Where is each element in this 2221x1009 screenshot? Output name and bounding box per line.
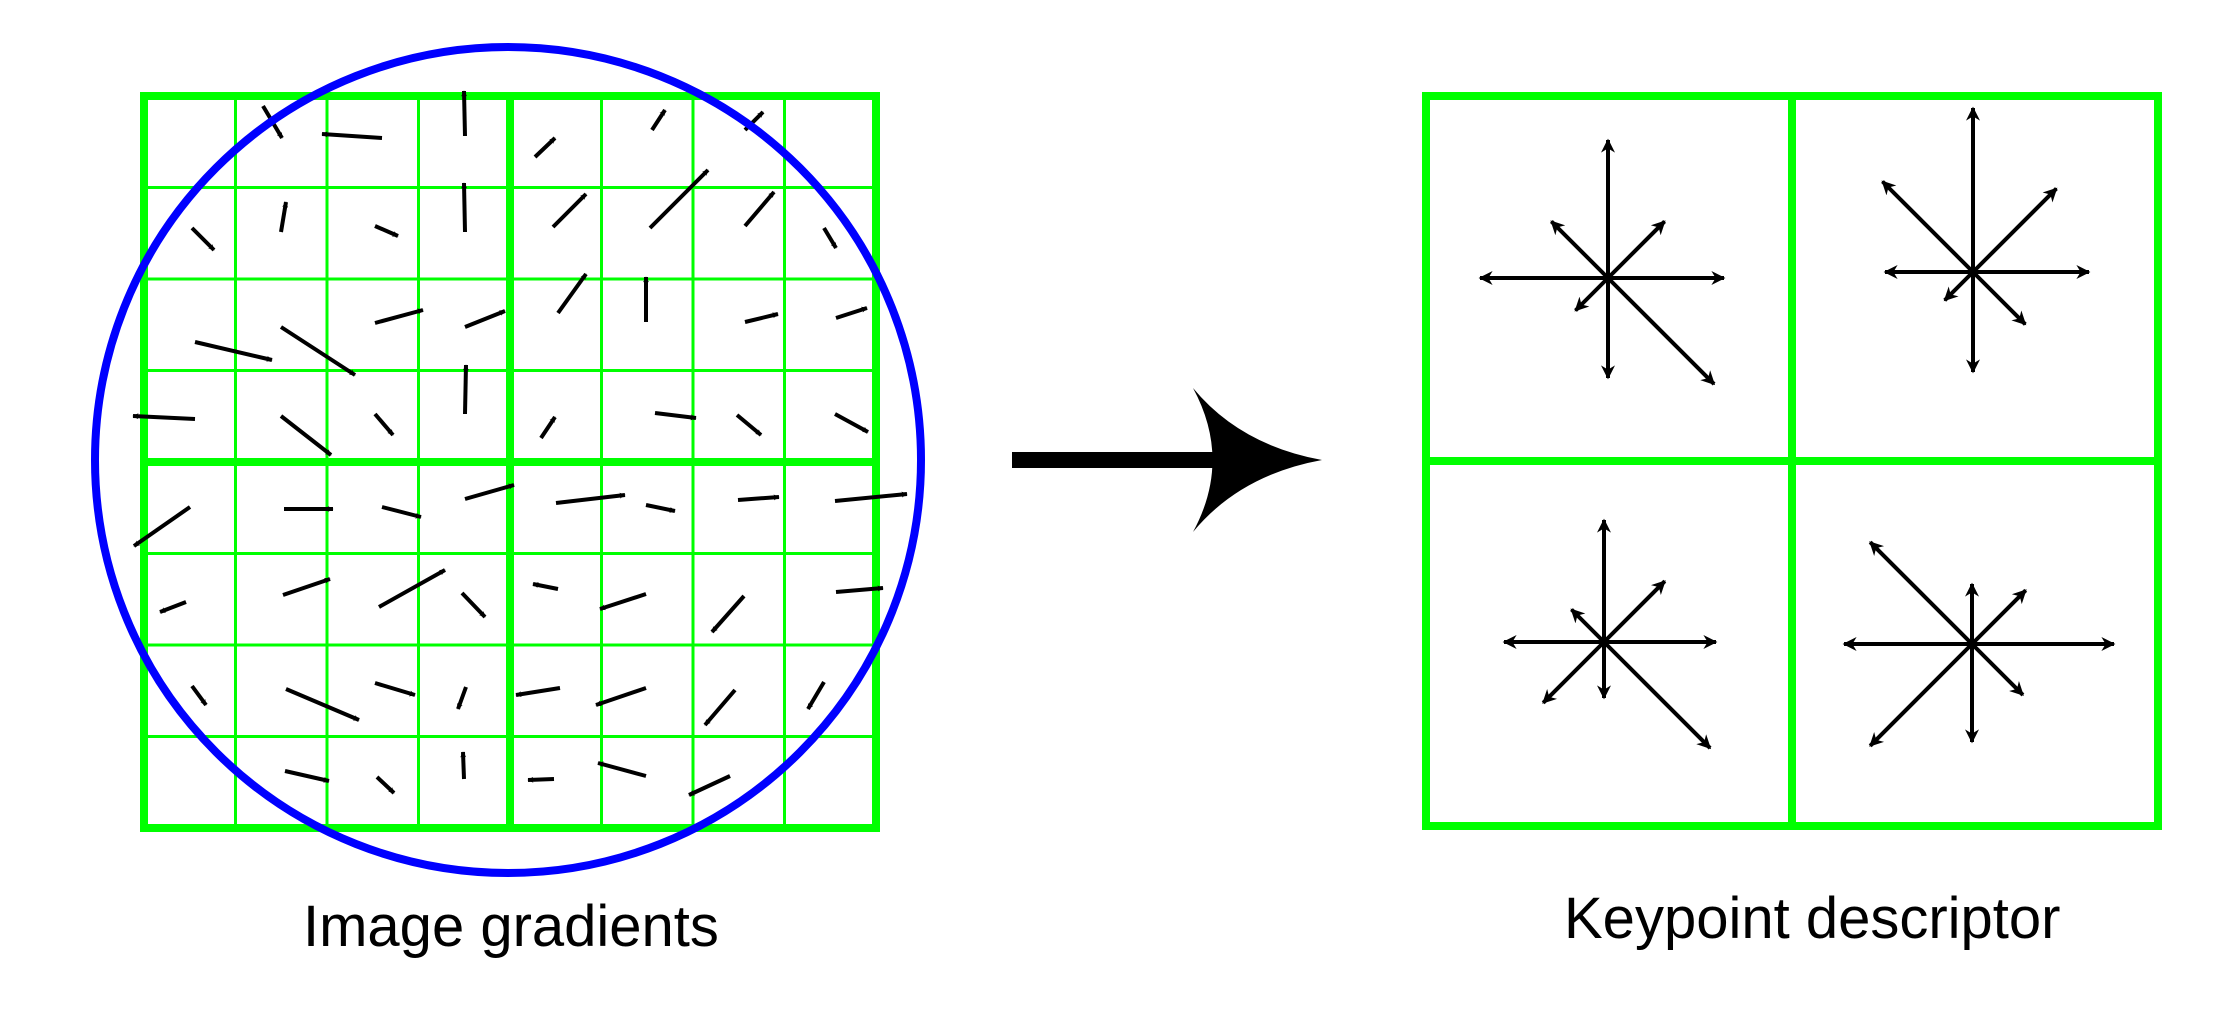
orientation-histogram — [1478, 138, 1726, 386]
gradient-arrow — [532, 582, 559, 591]
gradient-arrow — [556, 272, 588, 315]
histogram-bin-arrow — [1549, 219, 1610, 280]
histogram-bin-arrow — [1570, 608, 1606, 644]
gaussian-window-circle — [91, 43, 925, 877]
gradient-arrow — [461, 90, 468, 137]
gradient-arrow — [597, 761, 647, 778]
gradient-arrow — [374, 224, 399, 238]
gradient-arrow — [378, 568, 446, 609]
gradient-arrow — [599, 592, 647, 611]
gradient-arrow — [533, 136, 557, 159]
gradient-arrow — [710, 594, 746, 634]
orientation-histogram — [1502, 518, 1718, 750]
histogram-bin-arrow — [1971, 187, 2058, 274]
gradient-arrow — [279, 414, 333, 457]
orientation-histogram — [1842, 540, 2116, 748]
gradient-arrow — [284, 769, 330, 783]
gradient-arrow — [285, 687, 360, 722]
histogram-bin-arrow — [1541, 640, 1606, 705]
gradient-arrow — [806, 680, 826, 711]
histogram-bin-arrow — [1971, 270, 2027, 326]
gradient-arrow — [650, 108, 667, 132]
gradient-arrow — [381, 505, 422, 519]
gradient-arrow — [373, 412, 395, 437]
gradient-arrow — [374, 308, 424, 325]
gradient-arrow — [822, 226, 838, 250]
gradient-arrow — [461, 182, 468, 233]
gradient-arrow — [279, 325, 357, 377]
gradient-arrows — [132, 90, 908, 797]
gradient-arrow — [648, 168, 710, 230]
histogram-bin-arrow — [1970, 642, 2025, 697]
gradient-arrow — [190, 684, 208, 707]
gradient-arrow — [515, 686, 561, 698]
histogram-bin-arrow — [1868, 642, 1974, 748]
gradient-arrow — [555, 492, 626, 505]
gradient-arrow — [456, 686, 468, 710]
gradient-arrow — [744, 312, 779, 324]
descriptor-grid — [1422, 92, 2162, 830]
gradient-arrow — [595, 686, 647, 707]
gradient-arrow — [737, 494, 780, 502]
gradient-arrow — [835, 585, 884, 594]
gradient-arrow — [654, 411, 697, 421]
gradient-arrow — [645, 503, 676, 513]
gradient-arrow — [132, 505, 192, 548]
histogram-bin-arrow — [1868, 540, 1974, 646]
histogram-bin-arrow — [1606, 219, 1667, 280]
histogram-bin-arrow — [1943, 270, 1975, 302]
gradient-arrow — [159, 600, 187, 614]
keypoint-descriptor-panel — [1422, 92, 2162, 830]
gradient-arrow — [321, 131, 383, 140]
gradient-arrow — [132, 413, 196, 421]
image-gradients-caption: Image gradients — [303, 894, 719, 959]
gradient-arrow — [464, 309, 506, 329]
gradient-arrow — [282, 577, 331, 597]
histogram-bin-arrow — [1574, 276, 1610, 312]
gradient-arrow — [834, 412, 869, 434]
gradient-arrow — [460, 591, 487, 619]
image-gradients-panel — [91, 43, 925, 877]
histogram-bin-arrow — [1602, 579, 1667, 644]
gradient-arrow — [462, 364, 469, 415]
gradient-arrow — [527, 776, 555, 783]
gradient-arrow — [735, 413, 763, 437]
gradient-arrow — [551, 192, 588, 229]
gradient-arrow — [539, 415, 557, 440]
gradient-arrow — [374, 681, 416, 697]
gradient-arrow — [460, 751, 467, 780]
gradient-arrow — [743, 190, 776, 228]
subregion-grid — [140, 92, 880, 832]
histogram-bin-arrow — [1606, 276, 1716, 386]
gradient-arrow — [190, 226, 216, 252]
gradient-arrow — [688, 774, 731, 797]
histogram-bin-arrow — [1970, 588, 2028, 646]
gradient-arrow — [703, 688, 737, 727]
gradient-arrow — [279, 201, 289, 233]
orientation-histogram — [1881, 106, 2091, 374]
keypoint-descriptor-caption: Keypoint descriptor — [1564, 886, 2061, 951]
transform-arrow — [1012, 388, 1322, 532]
histogram-bin-arrow — [1602, 640, 1712, 750]
gradient-arrow — [834, 491, 908, 503]
gradient-arrow — [375, 775, 396, 795]
gradient-arrow — [194, 340, 273, 362]
gradient-arrow — [835, 306, 868, 320]
histogram-bin-arrow — [1881, 180, 1975, 274]
orientation-histograms — [1478, 106, 2116, 750]
gradient-arrow — [464, 483, 515, 501]
